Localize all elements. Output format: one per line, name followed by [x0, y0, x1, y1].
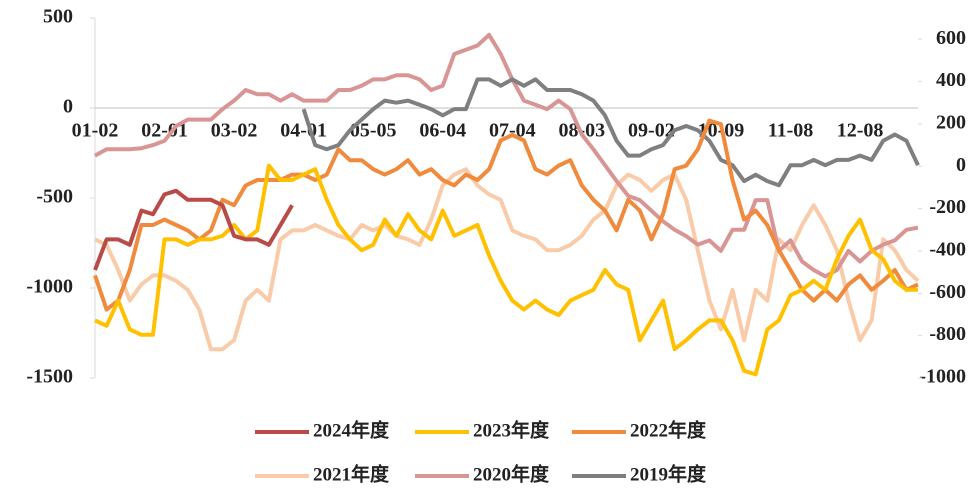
x-tick-label: 04-01: [280, 120, 327, 142]
y-tick-label: 500: [43, 6, 73, 28]
y2-tick-label: -1000: [919, 366, 966, 388]
series-line: [94, 167, 920, 352]
x-tick-label: 05-05: [350, 120, 397, 142]
x-tick-label: 12-08: [837, 120, 884, 142]
x-tick-label: 09-02: [628, 120, 675, 142]
x-tick-label: 06-04: [419, 120, 466, 142]
y-tick-label: -1000: [26, 276, 73, 298]
legend-label: 2022年度: [630, 418, 707, 441]
y2-tick-label: -400: [929, 239, 966, 261]
x-tick-label: 03-02: [211, 120, 258, 142]
legend-label: 2021年度: [313, 462, 390, 485]
series-line: [94, 32, 919, 279]
series-line: [93, 188, 294, 271]
y2-tick-label: 600: [936, 27, 966, 49]
series-line: [301, 77, 920, 188]
y2-tick-label: 400: [936, 69, 966, 91]
legend-label: 2019年度: [630, 462, 707, 485]
y-tick-label: -1500: [26, 366, 73, 388]
y2-tick-label: 0: [956, 154, 966, 176]
x-tick-label: 11-08: [768, 120, 814, 142]
series-line: [93, 118, 919, 312]
x-tick-label: 01-02: [72, 120, 119, 142]
y2-tick-label: -600: [929, 281, 966, 303]
legend-label: 2020年度: [473, 462, 550, 485]
y-tick-label: 0: [63, 96, 73, 118]
y2-tick-label: -800: [929, 323, 966, 345]
y2-tick-label: 200: [936, 111, 966, 133]
x-tick-label: 07-04: [489, 120, 536, 142]
legend-label: 2024年度: [313, 418, 390, 441]
legend-label: 2023年度: [473, 418, 550, 441]
series-line: [94, 163, 918, 377]
y2-tick-label: -200: [929, 196, 966, 218]
y-tick-label: -500: [36, 186, 73, 208]
